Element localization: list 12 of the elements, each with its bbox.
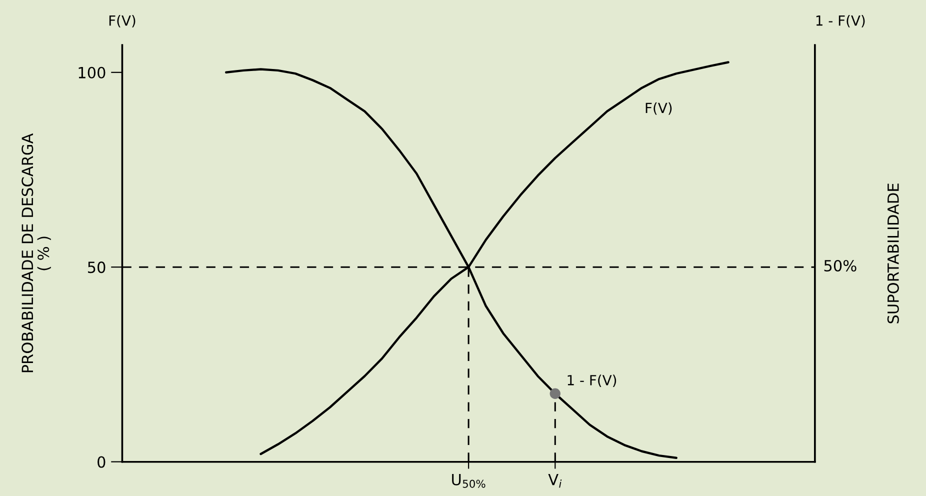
ref-line-label: 50% <box>824 260 856 272</box>
text: 1 - F(V) <box>816 15 865 28</box>
y2-axis-title: SUPORTABILIDADE <box>887 184 899 324</box>
y-tick-label: 100 <box>78 66 106 78</box>
y-tick-label: 50 <box>88 262 106 274</box>
y-tick-label: 0 <box>98 456 106 468</box>
x-tick-label: V$_{i}$ <box>548 474 562 488</box>
x-tick-label: U$_{50%}$ <box>452 474 486 488</box>
series-label: F(V) <box>646 102 672 115</box>
series-label: 1 - F(V) <box>568 374 616 388</box>
text: F(V) <box>109 15 136 28</box>
y-axis-title: PROBABILIDADE DE DESCARGA ( % ) <box>22 133 51 372</box>
